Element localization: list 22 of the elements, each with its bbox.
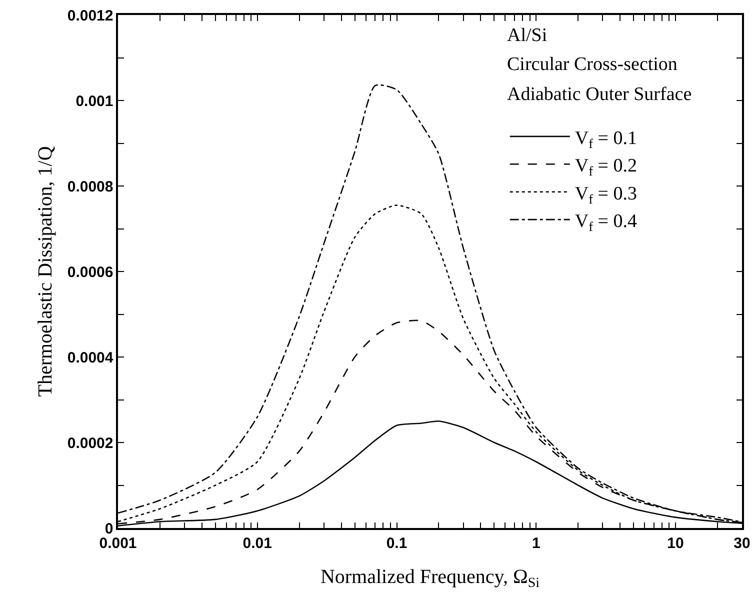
x-tick-label: 10 (667, 534, 684, 552)
y-tick-label: 0.0012 (67, 7, 114, 24)
x-tick-label: 0.01 (242, 534, 272, 552)
x-axis-title: Normalized Frequency, Ω$_{Si}$ (320, 566, 540, 591)
annotation: Al/Si (507, 25, 548, 46)
y-tick-label: 0.001 (76, 92, 114, 110)
y-tick-label: 0 (104, 520, 114, 538)
y-tick-label: 0.0002 (67, 434, 114, 452)
legend-label: V$_{f}$ = 0.4 (574, 210, 638, 234)
legend-label: V$_{f}$ = 0.2 (574, 156, 638, 179)
annotation: Circular Cross-section (507, 54, 678, 75)
legend-label: V$_{f}$ = 0.3 (574, 183, 638, 206)
x-tick-label: 0.1 (386, 534, 408, 552)
y-tick-label: 0.0004 (67, 349, 114, 366)
y-tick-label: 0.0006 (67, 264, 114, 281)
y-axis-title: Thermoelastic Dissipation, 1/Q (34, 146, 56, 397)
y-tick-label: 0.0008 (67, 178, 114, 196)
x-tick-label: 0.001 (99, 534, 137, 552)
annotation: Adiabatic Outer Surface (507, 84, 692, 105)
x-tick-label: 30 (734, 534, 750, 552)
x-tick-label: 1 (532, 534, 540, 552)
legend-label: V$_{f}$ = 0.1 (574, 128, 638, 151)
